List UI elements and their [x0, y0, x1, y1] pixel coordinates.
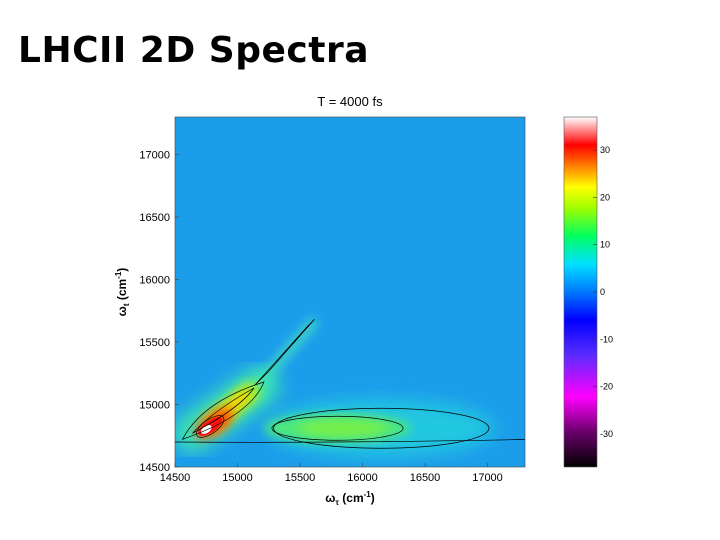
upper-arm-contour [254, 319, 315, 386]
y-tick-label: 16000 [139, 275, 170, 287]
cross-peak-contour [271, 415, 404, 441]
x-tick-label: 16500 [410, 472, 441, 484]
y-axis-label: ωt (cm-1) [114, 268, 131, 317]
x-tick-label: 16000 [347, 472, 378, 484]
x-tick-label: 15500 [285, 472, 316, 484]
x-tick-label: 14500 [160, 472, 191, 484]
x-tick-label: 15000 [222, 472, 253, 484]
plot-area [175, 117, 525, 467]
colorbar-tick-label: 20 [600, 192, 610, 202]
x-tick-label: 17000 [472, 472, 503, 484]
cross-peak-contour [273, 407, 490, 449]
cross-peak-core [297, 420, 388, 437]
colorbar-tick-label: -20 [600, 382, 613, 392]
colorbar [563, 116, 598, 468]
y-tick-label: 14500 [139, 462, 170, 474]
baseline-contour [175, 439, 525, 443]
colorbar-tick-label: -30 [600, 429, 613, 439]
colorbar-tick-label: 10 [600, 240, 610, 250]
chart-title: T = 4000 fs [317, 94, 383, 109]
plot-frame [174, 116, 526, 468]
colorbar-tick-label: 0 [600, 287, 605, 297]
colorbar-tick-label: -10 [600, 334, 613, 344]
x-axis-label: ωτ (cm-1) [325, 490, 375, 507]
y-tick-label: 15000 [139, 400, 170, 412]
y-tick-label: 16500 [139, 212, 170, 224]
ridge-contour [192, 387, 255, 434]
upper-arm [257, 318, 318, 385]
y-tick-label: 15500 [139, 337, 170, 349]
slide-title: LHCII 2D Spectra [18, 30, 369, 71]
y-tick-label: 17000 [139, 150, 170, 162]
colorbar-tick-label: 30 [600, 145, 610, 155]
ridge-contour [181, 381, 265, 440]
peak-contour [196, 415, 225, 438]
